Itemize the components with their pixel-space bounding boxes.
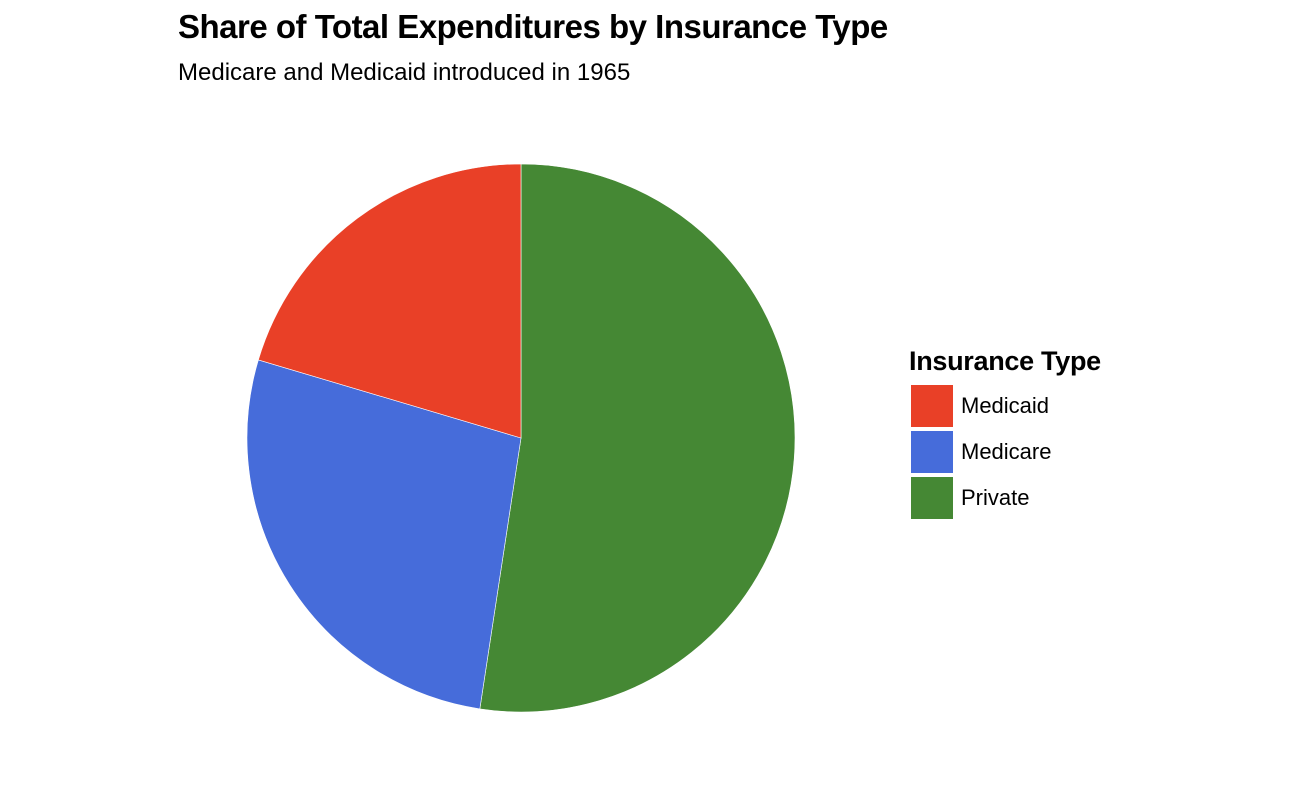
slice-medicaid — [257, 163, 522, 439]
legend-swatch — [911, 385, 953, 427]
legend-swatch — [911, 431, 953, 473]
legend-label: Private — [961, 485, 1030, 510]
legend-label: Medicare — [961, 439, 1052, 464]
legend-item-medicare: Medicare — [911, 429, 1101, 475]
legend-swatch — [911, 477, 953, 519]
legend-label: Medicaid — [961, 393, 1050, 418]
legend-title: Insurance Type — [909, 346, 1101, 376]
legend-item-medicaid: Medicaid — [911, 383, 1101, 429]
chart-subtitle: Medicare and Medicaid introduced in 1965 — [178, 59, 631, 86]
slice-private — [479, 163, 796, 713]
slice-medicare — [246, 359, 522, 710]
legend: Insurance Type Medicaid Medicare Private — [909, 346, 1101, 521]
chart-title: Share of Total Expenditures by Insurance… — [178, 8, 888, 45]
legend-item-private: Private — [911, 475, 1101, 521]
